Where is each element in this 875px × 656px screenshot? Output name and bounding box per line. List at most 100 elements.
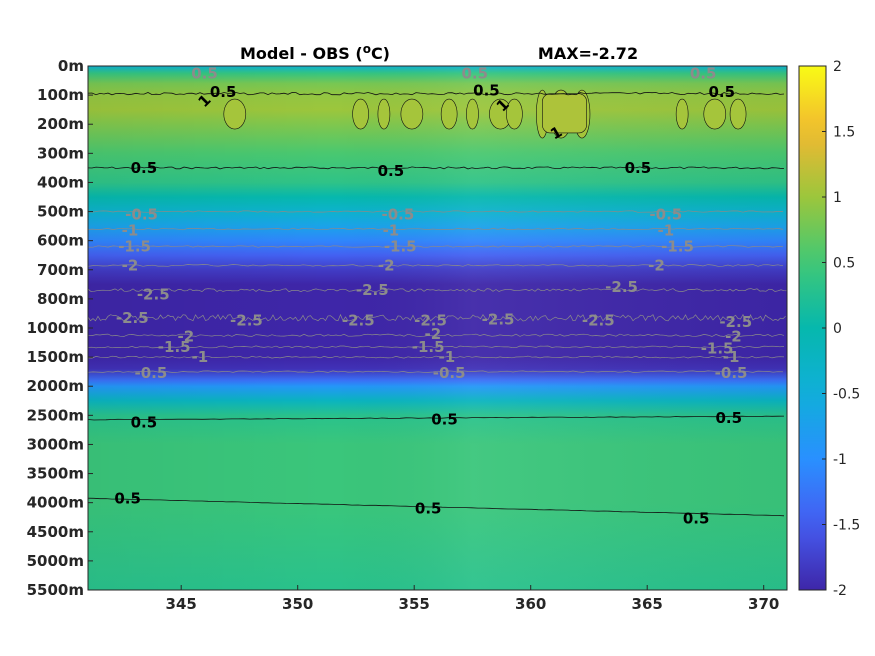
colorbar-tick-label: 0.5 [833,256,855,272]
chart-max-label: MAX=-2.72 [538,44,638,63]
warm-anomaly-patches [223,89,747,139]
contour-label: -1.5 [158,338,191,356]
contour-label: -0.5 [433,364,466,382]
x-tick-label: 360 [515,595,546,613]
y-tick-label: 0m [58,57,84,75]
contour-label: -1.5 [384,237,417,255]
contour-line [88,166,785,170]
y-tick-label: 5500m [27,581,84,599]
warm-patch [400,98,424,130]
warm-patch [440,98,458,130]
contour-line [88,288,787,293]
y-tick-label: 400m [37,173,84,191]
contour-label: -2.5 [605,278,638,296]
contour-label: -1.5 [701,339,734,357]
y-tick-label: 2000m [27,377,84,395]
contour-label: 0.5 [431,411,458,429]
contour-label: -2.5 [482,310,515,328]
colorbar-tick-label: -2 [833,583,847,599]
y-tick-label: 2500m [27,406,84,424]
contour-label: -2.5 [116,309,149,327]
contour-label: -0.5 [649,205,682,223]
contour-label: -1 [438,348,455,366]
x-tick-label: 355 [399,595,430,613]
contour-line [88,227,784,231]
y-tick-label: 1000m [27,319,84,337]
warm-patch [703,98,727,130]
warm-patch [506,98,523,130]
x-tick-label: 370 [748,595,779,613]
contour-label: 0.5 [625,159,652,177]
warm-patch [352,98,369,130]
x-tick-label: 345 [166,595,197,613]
contour-label: -1 [383,221,400,239]
contour-label: -0.5 [381,205,414,223]
colorbar-tick-label: 1 [833,190,842,206]
contour-line [88,264,784,267]
contour-label: -2.5 [719,313,752,331]
contour-label: -0.5 [715,364,748,382]
contour-line [88,245,784,248]
colorbar-tick-label: -1 [833,452,847,468]
contour-label: -2.5 [342,312,375,330]
y-tick-label: 700m [37,261,84,279]
contour-label: -2 [378,256,395,274]
contour-label: -1.5 [661,237,694,255]
colorbar-tick-label: -0.5 [833,387,860,403]
contour-line [88,333,785,337]
contour-label: 0.5 [715,409,742,427]
colorbar-tick-label: -1.5 [833,518,860,534]
colorbar: 2 1.5 1 0.5 0 -0.5 -1 -1.5 -2 [798,59,860,599]
y-tick-label: 200m [37,115,84,133]
contour-label: 0.5 [131,159,158,177]
colorbar-gradient [799,66,826,590]
warm-patch [377,98,391,130]
contour-label: -2 [122,256,139,274]
contour-lines [88,92,787,517]
contour-label: -2 [178,328,195,346]
heatmap-shading [88,66,787,590]
contour-label: -2.5 [356,281,389,299]
y-tick-label: 1500m [27,348,84,366]
contour-label: -2.5 [230,312,263,330]
contour-line [88,345,785,349]
contour-label: -1.5 [118,237,151,255]
contour-label: -2.5 [137,286,170,304]
x-tick-label: 365 [632,595,663,613]
colorbar-tick-label: 0 [833,321,842,337]
contour-label: -2.5 [414,312,447,330]
contour-line [88,313,786,322]
contour-label: 0.5 [415,499,442,517]
y-axis-ticks: 0m 100m 200m 300m 400m 500m 600m 700m 800m 1000m 1… [27,57,93,599]
contour-label: -1 [122,221,139,239]
contour-label: -0.5 [125,205,158,223]
y-tick-label: 4000m [27,494,84,512]
y-tick-label: 800m [37,290,84,308]
y-tick-label: 600m [37,232,84,250]
y-tick-label: 500m [37,203,84,221]
contour-label: 0.5 [378,162,405,180]
contour-line [88,497,785,517]
contour-label: -1 [658,221,675,239]
contour-line [88,415,785,421]
warm-patch [675,98,689,130]
y-tick-label: 300m [37,144,84,162]
y-tick-label: 3500m [27,465,84,483]
colorbar-tick-label: 2 [833,59,842,75]
y-tick-label: 100m [37,86,84,104]
x-tick-label: 350 [282,595,313,613]
contour-line [88,370,784,373]
contour-label: 0.5 [131,414,158,432]
contour-label: 0.5 [114,489,141,507]
chart-title: Model - OBS (oC) [240,42,390,63]
contour-line [88,355,785,359]
contour-line [88,92,785,96]
colorbar-tick-label: 1.5 [833,125,855,141]
contour-label: -2 [425,325,442,343]
warm-patch [466,98,479,130]
contour-label: 0.5 [708,83,735,101]
warm-patch [223,98,247,130]
